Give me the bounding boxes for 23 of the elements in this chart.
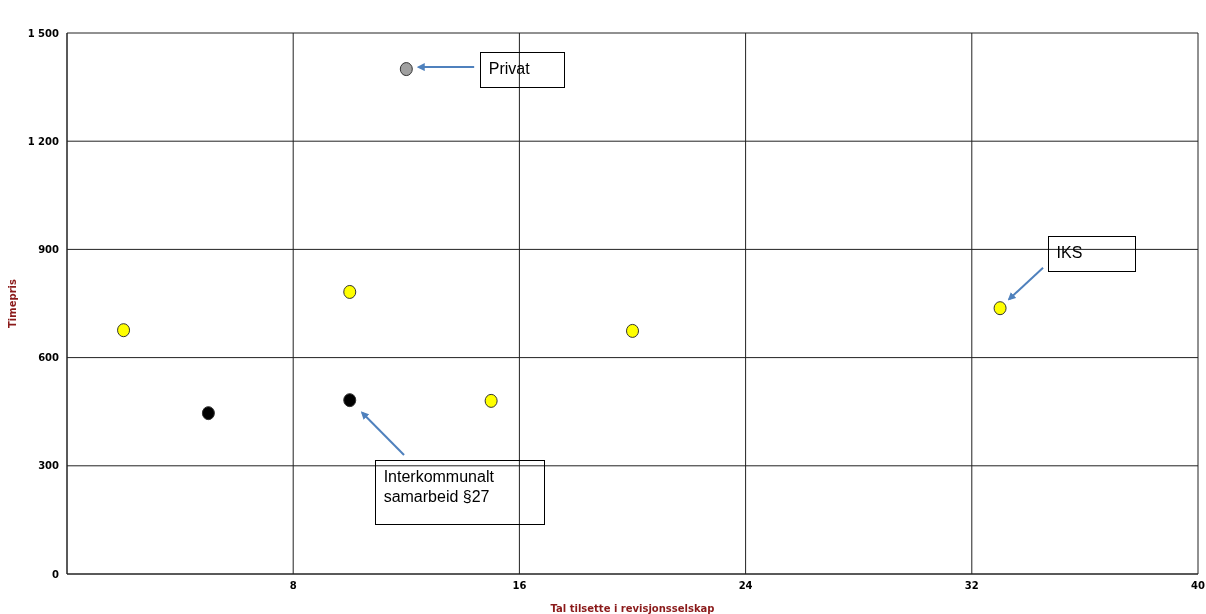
point <box>484 393 498 408</box>
x-tick-label: 16 <box>512 580 527 592</box>
x-tick-label: 8 <box>289 580 297 592</box>
x-tick-label: 32 <box>964 580 979 592</box>
point <box>399 62 413 77</box>
point <box>993 301 1007 316</box>
y-tick-label: 900 <box>38 243 60 255</box>
y-tick-label: 1 200 <box>27 135 60 147</box>
x-axis-title: Tal tilsette i revisjonsselskap <box>550 603 715 614</box>
y-tick-label: 1 500 <box>27 27 60 39</box>
point <box>201 406 215 421</box>
point <box>626 323 639 338</box>
y-tick-label: 300 <box>38 460 60 472</box>
x-tick-label: 24 <box>738 580 753 592</box>
point <box>343 284 357 299</box>
y-tick-label: 600 <box>38 352 60 364</box>
annotation: Interkommunalt samarbeid §27 <box>383 467 494 505</box>
y-axis-title: Timepris <box>6 278 18 328</box>
x-tick-label: 40 <box>1191 580 1205 592</box>
y-tick-label: 0 <box>52 568 60 580</box>
point <box>117 323 131 338</box>
callout-box: Interkommunalt samarbeid §27 <box>374 459 545 525</box>
point <box>343 393 357 408</box>
